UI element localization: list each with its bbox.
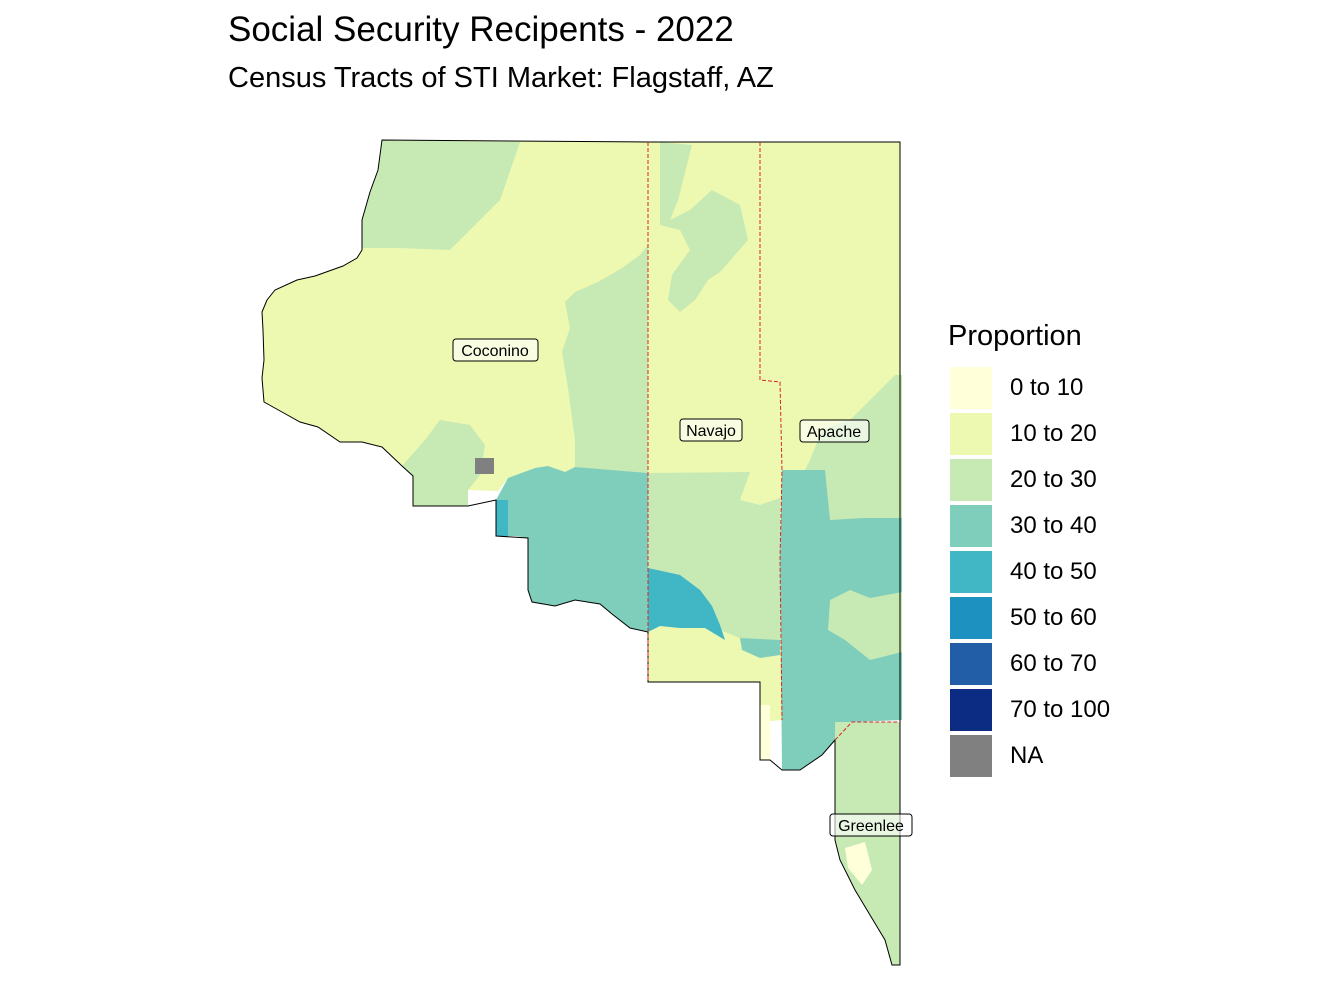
legend-swatch [950,505,992,547]
svg-text:Coconino: Coconino [461,343,529,360]
legend-label: 60 to 70 [1010,650,1097,677]
legend-swatch [950,643,992,685]
legend-title: Proportion [948,320,1082,352]
coconino-tract-40 [496,500,508,536]
navajo-tract-south-low [760,705,770,760]
legend-item-40-50: 40 to 50 [948,549,1097,595]
legend-label: 10 to 20 [1010,420,1097,447]
legend-swatch [950,735,992,777]
legend-item-0-10: 0 to 10 [948,365,1084,411]
coconino-tract-nw [362,140,520,250]
coconino-region [262,140,648,506]
legend-label: NA [1010,742,1044,769]
legend-label: 40 to 50 [1010,558,1097,585]
navajo-tract-30 [740,638,780,658]
legend-item-50-60: 50 to 60 [948,595,1097,641]
coconino-tract-na [475,458,494,474]
map-subtitle: Census Tracts of STI Market: Flagstaff, … [228,62,774,94]
greenlee-tract-low [845,842,872,885]
legend-label: 30 to 40 [1010,512,1097,539]
navajo-tract-central [648,472,780,640]
navajo-tract-north [660,142,748,312]
legend-label: 70 to 100 [1010,696,1111,723]
svg-text:Greenlee: Greenlee [838,818,904,835]
coconino-tract-south [402,420,485,506]
county-label-greenlee: Greenlee [829,813,913,837]
legend-item-na: NA [948,733,1082,779]
legend-item-70-100: 70 to 100 [948,687,1110,733]
legend: Proportion 0 to 10 10 to 20 20 to 30 30 … [948,320,1110,779]
county-label-coconino: Coconino [452,338,539,362]
coconino-tract-rim [496,466,648,632]
legend-label: 50 to 60 [1010,604,1097,631]
legend-swatch [950,367,992,409]
svg-text:Apache: Apache [807,424,861,441]
map-title: Social Security Recipents - 2022 [228,10,734,49]
legend-label: 20 to 30 [1010,466,1097,493]
legend-item-30-40: 30 to 40 [948,503,1097,549]
legend-swatch [950,551,992,593]
apache-tract-inner [828,590,902,660]
greenlee-boundary [834,721,900,741]
coconino-tract-east [562,245,648,473]
legend-swatch [950,597,992,639]
market-outline [261,139,901,966]
legend-swatch [950,689,992,731]
legend-item-60-70: 60 to 70 [948,641,1097,687]
county-label-apache: Apache [799,419,870,443]
apache-boundary [759,142,783,721]
legend-item-10-20: 10 to 20 [948,411,1097,457]
legend-item-20-30: 20 to 30 [948,457,1097,503]
county-label-navajo: Navajo [679,418,743,442]
svg-text:Navajo: Navajo [686,423,736,440]
legend-swatch [950,413,992,455]
greenlee-region [835,722,900,965]
legend-swatch [950,459,992,501]
navajo-tract-50 [648,568,725,640]
legend-label: 0 to 10 [1010,374,1084,401]
